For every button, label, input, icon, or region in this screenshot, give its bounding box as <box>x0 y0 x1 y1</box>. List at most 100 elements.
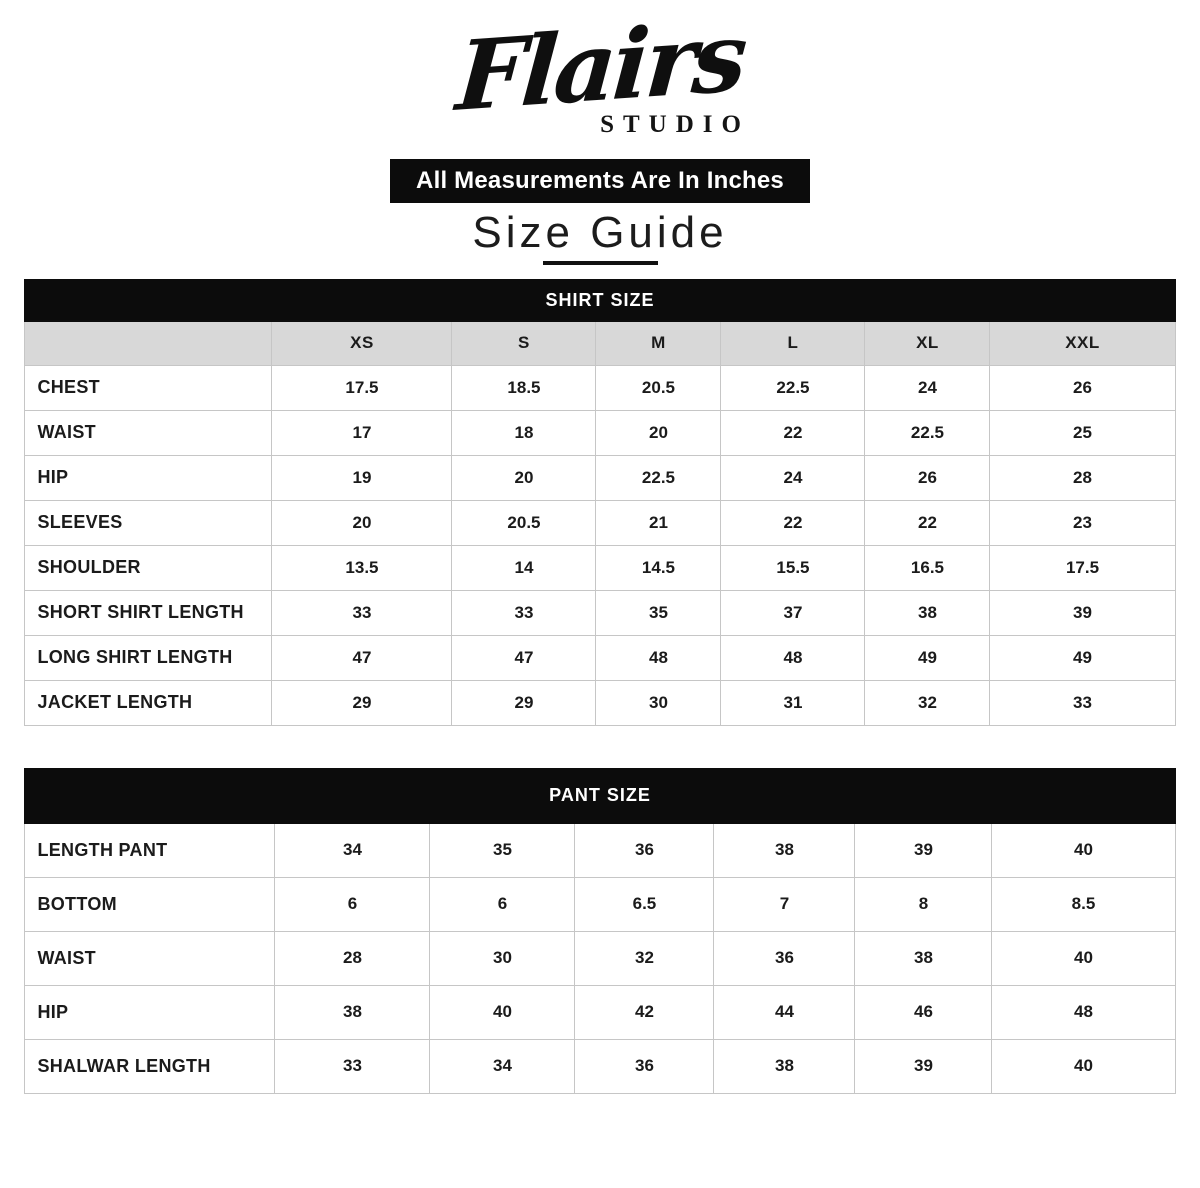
cell: 18.5 <box>451 364 597 411</box>
cell: 24 <box>864 364 991 411</box>
row-label: HIP <box>24 454 273 501</box>
brand-logo: Flairs STUDIO <box>450 0 750 138</box>
cell: 47 <box>271 634 453 681</box>
cell: 40 <box>991 930 1176 986</box>
shirt-col-header-s: S <box>451 320 597 366</box>
cell: 22.5 <box>864 409 991 456</box>
cell: 20.5 <box>451 499 597 546</box>
cell: 29 <box>271 679 453 726</box>
cell: 39 <box>989 589 1176 636</box>
cell: 8 <box>854 876 993 932</box>
table-row-long-shirt-length: LONG SHIRT LENGTH 47 47 48 48 49 49 <box>24 634 1176 681</box>
cell: 46 <box>854 984 993 1040</box>
cell: 38 <box>713 822 856 878</box>
cell: 7 <box>713 876 856 932</box>
shirt-col-header-xs: XS <box>271 320 453 366</box>
row-label: SLEEVES <box>24 499 273 546</box>
cell: 24 <box>720 454 866 501</box>
cell: 30 <box>429 930 576 986</box>
cell: 22 <box>864 499 991 546</box>
cell: 38 <box>854 930 993 986</box>
row-label: JACKET LENGTH <box>24 679 273 726</box>
shirt-col-header-xxl: XXL <box>989 320 1176 366</box>
row-label: LONG SHIRT LENGTH <box>24 634 273 681</box>
brand-name: Flairs <box>453 0 747 133</box>
cell: 37 <box>720 589 866 636</box>
cell: 26 <box>989 364 1176 411</box>
cell: 33 <box>989 679 1176 726</box>
cell: 47 <box>451 634 597 681</box>
cell: 6 <box>274 876 431 932</box>
cell: 40 <box>991 1038 1176 1094</box>
cell: 38 <box>274 984 431 1040</box>
row-label: LENGTH PANT <box>24 822 276 878</box>
table-row-waist: WAIST 17 18 20 22 22.5 25 <box>24 409 1176 456</box>
cell: 44 <box>713 984 856 1040</box>
cell: 36 <box>574 822 715 878</box>
cell: 17.5 <box>989 544 1176 591</box>
cell: 20.5 <box>595 364 722 411</box>
table-row-bottom: BOTTOM 6 6 6.5 7 8 8.5 <box>24 876 1176 932</box>
cell: 25 <box>989 409 1176 456</box>
cell: 22 <box>720 409 866 456</box>
table-row-length-pant: LENGTH PANT 34 35 36 38 39 40 <box>24 822 1176 878</box>
cell: 48 <box>595 634 722 681</box>
cell: 34 <box>274 822 431 878</box>
brand-subtitle: STUDIO <box>600 110 750 138</box>
cell: 22.5 <box>595 454 722 501</box>
table-row-pant-waist: WAIST 28 30 32 36 38 40 <box>24 930 1176 986</box>
table-row-hip: HIP 19 20 22.5 24 26 28 <box>24 454 1176 501</box>
cell: 33 <box>451 589 597 636</box>
cell: 22 <box>720 499 866 546</box>
cell: 40 <box>429 984 576 1040</box>
cell: 23 <box>989 499 1176 546</box>
title-underline <box>542 260 658 265</box>
shirt-col-header-l: L <box>720 320 866 366</box>
pant-table-title: PANT SIZE <box>24 767 1176 824</box>
cell: 8.5 <box>991 876 1176 932</box>
table-row-jacket-length: JACKET LENGTH 29 29 30 31 32 33 <box>24 679 1176 726</box>
cell: 22.5 <box>720 364 866 411</box>
shirt-table-title: SHIRT SIZE <box>24 278 1176 322</box>
cell: 13.5 <box>271 544 453 591</box>
cell: 39 <box>854 1038 993 1094</box>
cell: 32 <box>574 930 715 986</box>
cell: 49 <box>864 634 991 681</box>
cell: 28 <box>989 454 1176 501</box>
row-label: WAIST <box>24 409 273 456</box>
shirt-col-header-empty <box>24 320 273 366</box>
row-label: BOTTOM <box>24 876 276 932</box>
cell: 48 <box>720 634 866 681</box>
cell: 20 <box>271 499 453 546</box>
cell: 33 <box>274 1038 431 1094</box>
cell: 36 <box>574 1038 715 1094</box>
cell: 14 <box>451 544 597 591</box>
cell: 35 <box>595 589 722 636</box>
cell: 14.5 <box>595 544 722 591</box>
cell: 35 <box>429 822 576 878</box>
cell: 20 <box>595 409 722 456</box>
cell: 17.5 <box>271 364 453 411</box>
row-label: SHOULDER <box>24 544 273 591</box>
shirt-size-header-row: XS S M L XL XXL <box>24 320 1176 366</box>
cell: 34 <box>429 1038 576 1094</box>
cell: 6 <box>429 876 576 932</box>
row-label: HIP <box>24 984 276 1040</box>
cell: 49 <box>989 634 1176 681</box>
cell: 20 <box>451 454 597 501</box>
header: Flairs STUDIO All Measurements Are In In… <box>0 0 1200 265</box>
shirt-col-header-m: M <box>595 320 722 366</box>
cell: 39 <box>854 822 993 878</box>
shirt-col-header-xl: XL <box>864 320 991 366</box>
cell: 38 <box>864 589 991 636</box>
cell: 33 <box>271 589 453 636</box>
cell: 42 <box>574 984 715 1040</box>
cell: 29 <box>451 679 597 726</box>
cell: 6.5 <box>574 876 715 932</box>
cell: 17 <box>271 409 453 456</box>
cell: 32 <box>864 679 991 726</box>
shirt-table-banner-row: SHIRT SIZE <box>24 278 1176 322</box>
cell: 28 <box>274 930 431 986</box>
table-row-chest: CHEST 17.5 18.5 20.5 22.5 24 26 <box>24 364 1176 411</box>
